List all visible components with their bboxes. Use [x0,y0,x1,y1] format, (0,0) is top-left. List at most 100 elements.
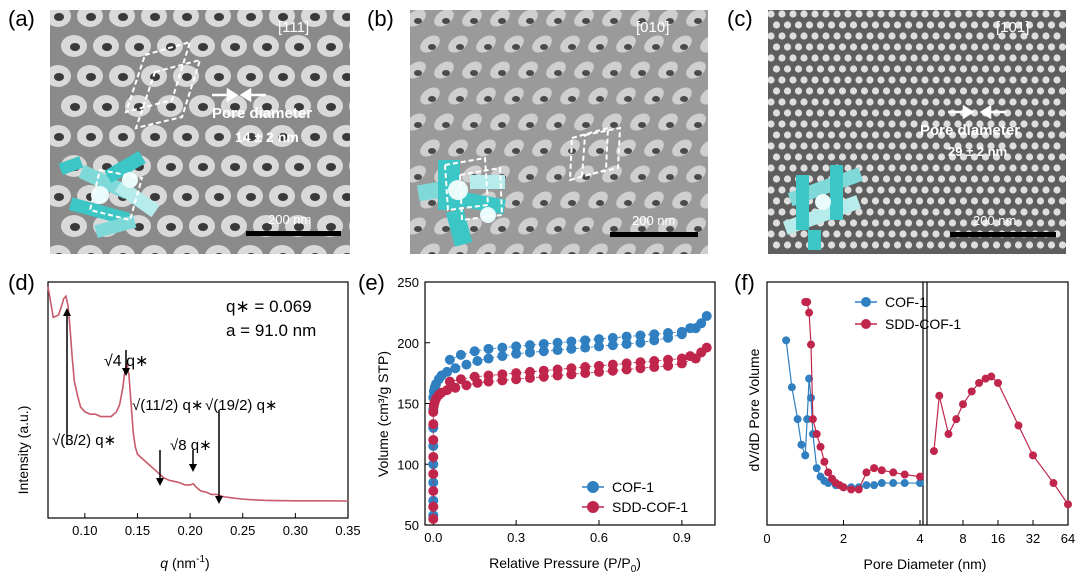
lattice-dot [772,197,781,205]
pore-hole [150,193,160,201]
lattice-dot [893,153,902,161]
lattice-dot [1020,142,1028,150]
lattice-dot [1003,241,1012,249]
lattice-dot [768,98,775,106]
surface-pit [526,70,534,76]
lattice-dot [937,197,946,205]
lattice-dot [981,43,990,51]
lattice-dot [811,32,819,40]
lattice-dot [772,175,781,183]
x-axis-label-symbol: q [160,555,168,571]
lattice-dot [888,98,896,106]
pore-hole [310,193,320,201]
lattice-dot [943,230,951,238]
surface-pit [470,226,478,232]
x-tick-label: 0 [763,531,770,546]
surface-pit [512,252,520,254]
lattice-dot [849,131,858,139]
lattice-dot [904,241,913,249]
surface-pit [554,18,562,24]
pore-hole [151,253,159,254]
lattice-dot [921,230,929,238]
lattice-dot [893,175,902,183]
surface-pit [694,18,702,24]
data-point [511,348,522,359]
lattice-dot [877,230,885,238]
lattice-dot [783,131,792,139]
data-point [594,360,604,371]
data-point [696,318,707,329]
lattice-dot [789,32,797,40]
lattice-dot [987,120,995,128]
scale-bar [610,232,698,237]
lattice-dot [783,197,792,205]
lattice-dot [849,21,858,29]
data-point [889,468,898,477]
pore-hole [230,223,240,231]
lattice-dot [976,208,984,216]
lattice-dot [926,109,935,117]
lattice-dot [871,109,880,117]
lattice-dot [948,87,957,95]
panel-letter-a: (a) [8,6,35,31]
lattice-dot [866,230,874,238]
lattice-dot [800,98,808,106]
lattice-dot [1025,87,1034,95]
lattice-dot [976,164,984,172]
surface-pit [428,44,436,50]
lattice-dot [1036,131,1045,139]
scale-bar-label: 200 nm [268,212,311,227]
psd-chart: 0 2 4 8 16 32 64 dV/dD Pore Volume Pore Diamet… [746,281,1075,572]
lattice-dot [789,208,797,216]
pore-ring [333,65,350,87]
lattice-dot [959,241,968,249]
lattice-dot [800,230,808,238]
lattice-dot [1025,241,1034,249]
lattice-dot [998,32,1006,40]
legend: COF-1 SDD-COF-1 [855,294,961,332]
data-point [580,342,591,353]
lattice-dot [768,120,775,128]
annotation-lattice: a = 91.0 nm [226,321,316,340]
lattice-dot [871,21,880,29]
data-point [450,363,461,374]
lattice-dot [822,230,830,238]
lattice-dot [954,208,962,216]
peak-arrowhead [63,308,71,316]
lattice-dot [811,142,819,150]
surface-pit [666,70,674,76]
lattice-dot [783,153,792,161]
pore-hole [134,43,144,51]
lattice-dot [844,164,852,172]
pore-hole [214,193,224,201]
data-point [594,334,604,345]
x-tick-label: 0.35 [335,523,360,538]
lattice-dot [1020,164,1028,172]
lattice-dot [959,131,968,139]
lattice-dot [981,175,990,183]
lattice-dot [910,120,918,128]
lattice-dot [882,65,891,73]
lattice-dot [838,109,847,117]
pore-ring [349,101,350,111]
lattice-dot [778,32,786,40]
data-point [900,470,909,479]
lattice-dot [992,21,1001,29]
pore-hole [262,163,272,171]
isotherm-chart: 0.0 0.3 0.6 0.9 50 100 150 200 250 Volume (cm³/g… [375,275,716,575]
lattice-dot [882,131,891,139]
surface-pit [484,252,492,254]
lattice-dot [860,219,869,227]
lattice-dot [1047,241,1056,249]
pore-diameter-value: 14 ± 2 nm [235,129,299,145]
lattice-dot [1058,43,1066,51]
lattice-dot [899,10,907,18]
surface-pit [470,122,478,128]
data-point [552,364,563,375]
x-axis-label-sub: 0 [631,564,637,575]
lattice-dot [794,153,803,161]
x-tick-label: 0.15 [125,523,150,538]
lattice-dot [932,208,940,216]
lattice-dot [888,186,896,194]
pore-hole [262,103,272,111]
